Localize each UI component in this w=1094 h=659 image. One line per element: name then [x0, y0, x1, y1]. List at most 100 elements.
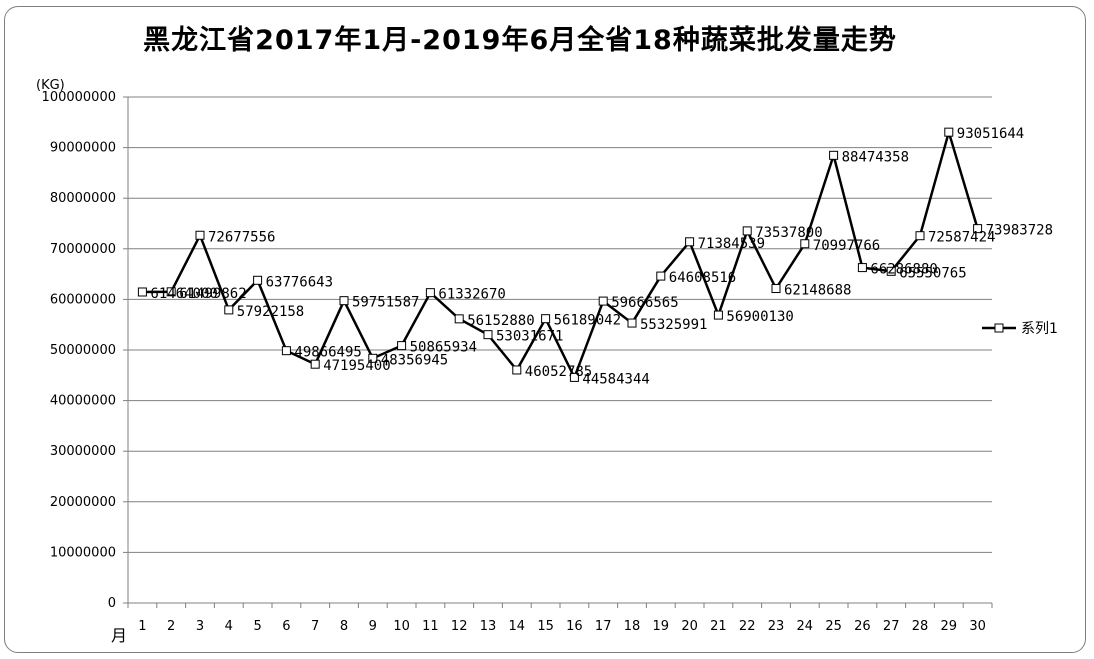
data-point-7	[310, 359, 320, 369]
y-tick-label-90000000: 90000000	[50, 141, 116, 156]
data-label-30: 73983728	[986, 223, 1053, 239]
x-tick-label-3: 3	[196, 619, 204, 634]
data-point-27	[886, 266, 896, 276]
legend: 系列1	[982, 321, 1058, 337]
data-point-8	[339, 296, 349, 306]
data-label-16: 44584344	[582, 371, 649, 387]
data-point-28	[915, 231, 925, 241]
x-tick-label-10: 10	[393, 619, 410, 634]
data-label-8: 59751587	[352, 295, 419, 311]
legend-entry-label: 系列1	[1021, 321, 1058, 337]
data-label-26: 66286880	[870, 262, 937, 278]
series-line	[142, 127, 979, 381]
x-tick-label-7: 7	[311, 619, 319, 634]
data-point-2	[166, 287, 176, 297]
x-tick-label-23: 23	[768, 619, 785, 634]
y-tick-label-40000000: 40000000	[50, 394, 116, 409]
data-label-28: 72587424	[928, 230, 995, 246]
data-point-17	[598, 296, 608, 306]
data-point-19	[656, 271, 666, 281]
data-point-11	[425, 288, 435, 298]
chart-title: 黑龙江省2017年1月-2019年6月全省18种蔬菜批发量走势	[143, 25, 897, 56]
data-point-24	[800, 239, 810, 249]
x-tick-label-9: 9	[369, 619, 377, 634]
x-tick-label-17: 17	[595, 619, 612, 634]
data-label-9: 48356945	[381, 352, 448, 368]
x-tick-label-22: 22	[739, 619, 756, 634]
x-tick-label-14: 14	[509, 619, 526, 634]
series-group	[137, 127, 983, 382]
data-point-21	[713, 310, 723, 320]
data-label-14: 46052785	[525, 364, 592, 380]
data-point-20	[685, 237, 695, 247]
x-tick-label-8: 8	[340, 619, 348, 634]
x-tick-label-28: 28	[912, 619, 929, 634]
data-point-3	[195, 230, 205, 240]
data-label-15: 56189042	[554, 313, 621, 329]
data-label-5: 63776643	[266, 274, 333, 290]
gridlines	[123, 96, 992, 604]
data-point-18	[627, 318, 637, 328]
data-label-25: 88474358	[842, 149, 909, 165]
data-point-30	[973, 224, 983, 234]
data-point-15	[541, 314, 551, 324]
x-axis-label: 月	[111, 626, 128, 645]
data-point-1	[137, 287, 147, 297]
data-label-29: 93051644	[957, 126, 1024, 142]
y-tick-label-50000000: 50000000	[50, 343, 116, 358]
x-tick-label-24: 24	[797, 619, 814, 634]
data-point-29	[944, 127, 954, 137]
x-tick-label-26: 26	[854, 619, 871, 634]
data-label-13: 53031671	[496, 329, 563, 345]
y-tick-label-10000000: 10000000	[50, 545, 116, 560]
data-point-13	[483, 330, 493, 340]
x-tick-label-5: 5	[253, 619, 261, 634]
data-point-6	[281, 346, 291, 356]
data-label-1: 61464000	[150, 286, 217, 302]
data-label-19: 64608516	[669, 270, 736, 286]
data-point-5	[253, 275, 263, 285]
data-label-21: 56900130	[726, 309, 793, 325]
x-tick-label-12: 12	[451, 619, 468, 634]
x-tick-label-11: 11	[422, 619, 439, 634]
data-point-23	[771, 284, 781, 294]
data-label-11: 61332670	[438, 287, 505, 303]
data-point-14	[512, 365, 522, 375]
x-tick-label-20: 20	[681, 619, 698, 634]
y-tick-label-80000000: 80000000	[50, 191, 116, 206]
data-label-2: 61499862	[179, 286, 246, 302]
x-tick-label-4: 4	[225, 619, 233, 634]
x-tick-label-19: 19	[653, 619, 670, 634]
chart-frame	[4, 6, 1086, 653]
x-tick-label-1: 1	[138, 619, 146, 634]
data-label-27: 65550765	[899, 265, 966, 281]
data-point-9	[368, 353, 378, 363]
x-tick-label-13: 13	[480, 619, 497, 634]
x-tick-labels: 1 2 3 4 5 6 7 8 9 10 11 12 13 14 15 16 17 18 19 20 21 22 23 24 2…	[138, 619, 986, 634]
y-tick-label-60000000: 60000000	[50, 292, 116, 307]
data-label-18: 55325991	[640, 317, 707, 333]
x-tick-label-30: 30	[969, 619, 986, 634]
x-tick-label-18: 18	[624, 619, 641, 634]
data-label-22: 73537800	[755, 225, 822, 241]
y-tick-label-20000000: 20000000	[50, 495, 116, 510]
data-label-20: 71384539	[698, 236, 765, 252]
data-label-3: 72677556	[208, 229, 275, 245]
y-tick-label-0: 0	[108, 596, 116, 611]
data-label-23: 62148688	[784, 283, 851, 299]
data-label-6: 49866495	[294, 345, 361, 361]
x-tick-label-2: 2	[167, 619, 175, 634]
y-tick-label-70000000: 70000000	[50, 242, 116, 257]
data-label-10: 50865934	[410, 340, 477, 356]
y-tick-labels: 0 10000000 20000000 30000000 40000000 5000000…	[42, 90, 116, 611]
legend-point-marker	[994, 323, 1004, 333]
x-tick-label-27: 27	[883, 619, 900, 634]
data-label-4: 57922158	[237, 304, 304, 320]
data-label-12: 56152880	[467, 313, 534, 329]
axes	[127, 97, 993, 608]
x-tick-label-29: 29	[941, 619, 958, 634]
data-point-10	[397, 341, 407, 351]
data-point-22	[742, 226, 752, 236]
